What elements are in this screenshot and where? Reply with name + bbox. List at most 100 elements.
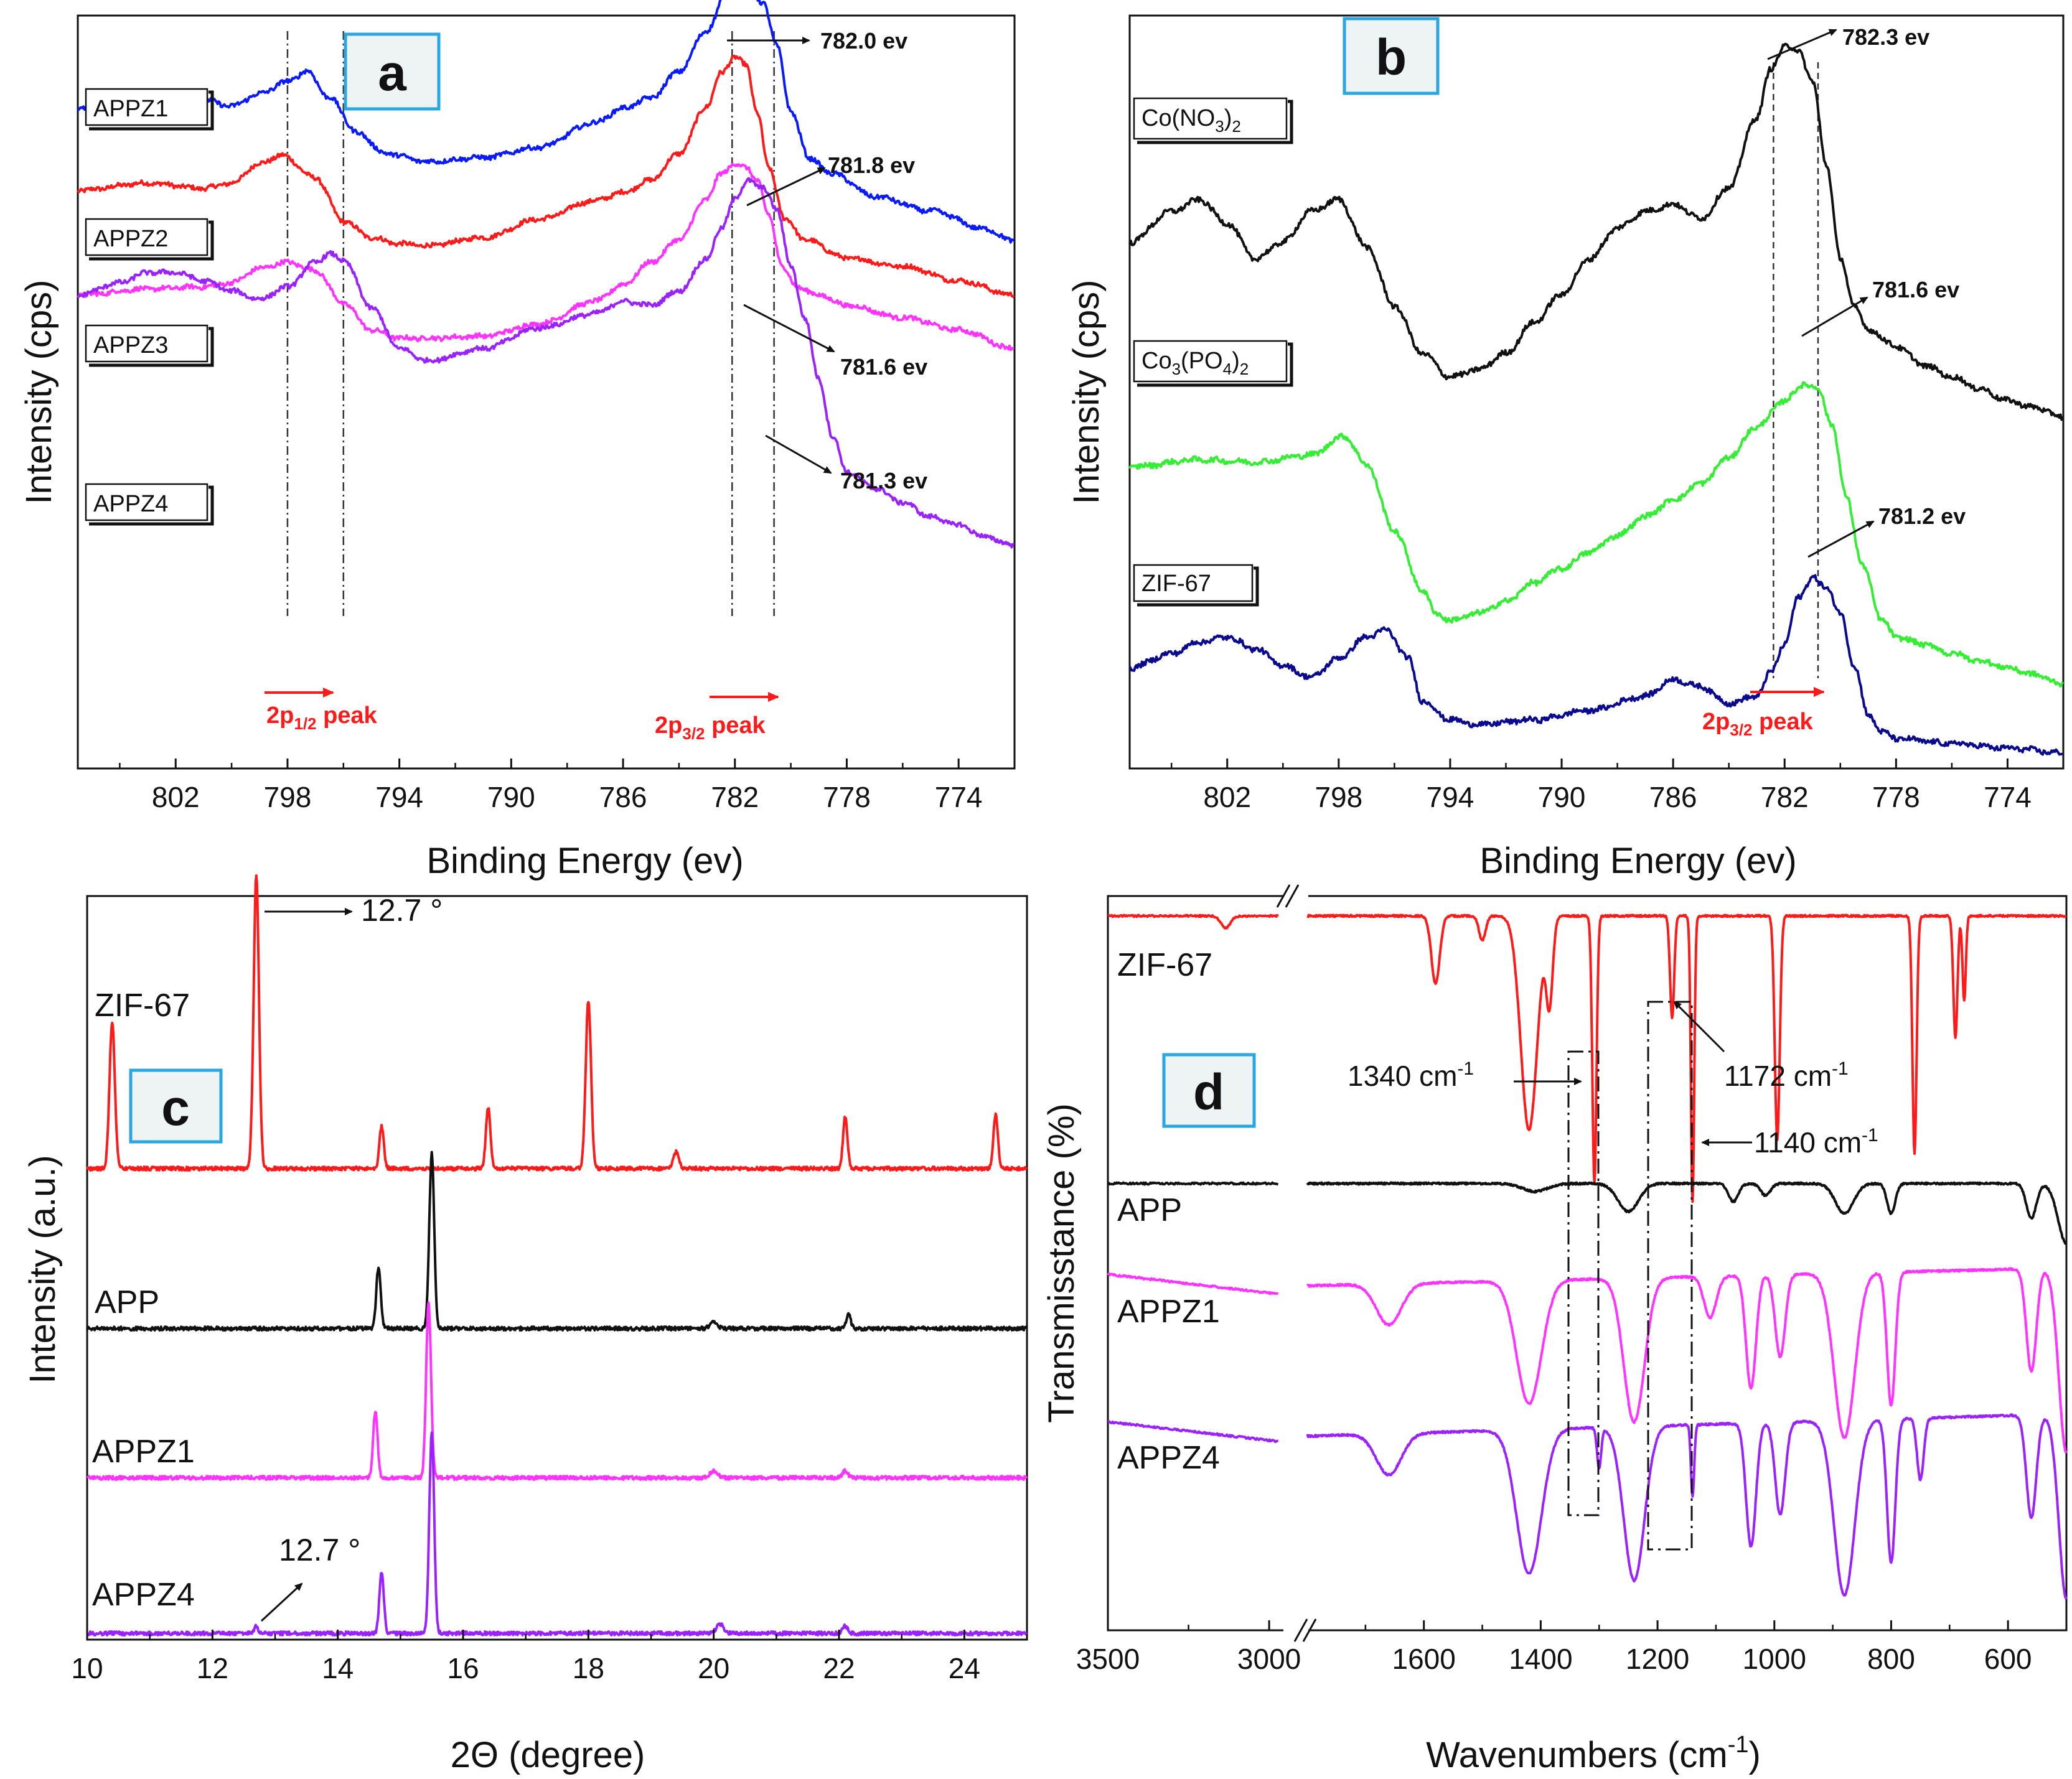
curve-label: APPZ2 (93, 226, 168, 252)
peak-region-label: 2p3/2 peak (655, 712, 766, 743)
series-group (1128, 42, 2064, 756)
series-line (86, 1301, 1028, 1481)
x-tick-label: 18 (573, 1652, 604, 1684)
legend-box (1133, 97, 1288, 140)
legend-box (1133, 564, 1254, 602)
x-tick-label: 786 (599, 781, 647, 813)
series-group (86, 874, 1028, 1637)
legend-box (85, 483, 209, 521)
curve-label: APPZ3 (93, 332, 168, 358)
highlight-box (1647, 1001, 1693, 1551)
guide-lines (1773, 62, 1819, 678)
x-axis-ticks: 802 798 794 790 786 782 778 774 (119, 759, 1016, 813)
x-axis-label: Binding Energy (ev) (1479, 841, 1796, 881)
x-tick-label: 802 (152, 781, 200, 813)
x-tick-label: 1600 (1392, 1643, 1456, 1675)
series-line (1107, 1181, 1278, 1186)
x-tick-label: 794 (375, 781, 423, 813)
x-axis-label: 2Θ (degree) (451, 1735, 645, 1775)
x-axis-ticks: 802 798 794 790 786 782 778 774 (1170, 759, 2065, 813)
y-axis-label: Intensity (cps) (19, 280, 59, 505)
curve-label: APP (1117, 1192, 1182, 1228)
y-axis-label: Transmisstance (%) (1041, 1103, 1082, 1423)
x-tick-label: 1200 (1626, 1643, 1689, 1675)
panel-a: 802 798 794 790 786 782 778 774 a APPZ1 APPZ2 A… (19, 0, 1016, 881)
plot-frame (86, 895, 1028, 1641)
x-tick-label: 1000 (1743, 1643, 1806, 1675)
x-tick-label: 790 (1538, 781, 1586, 813)
plot-frame (77, 14, 1016, 770)
peak-annotation: 12.7 ° (279, 1533, 360, 1567)
x-tick-label: 1400 (1509, 1643, 1572, 1675)
guide-lines (286, 31, 775, 616)
panel-letter: b (1376, 29, 1407, 86)
x-tick-label: 20 (698, 1652, 729, 1684)
x-tick-label: 22 (823, 1652, 855, 1684)
legend-shadow (89, 90, 214, 131)
y-axis-label: Intensity (cps) (1066, 280, 1107, 505)
x-tick-label: 798 (1315, 781, 1362, 813)
x-tick-label: 782 (711, 781, 759, 813)
x-tick-label: 12 (197, 1652, 228, 1684)
x-axis-ticks: 10 12 14 16 18 20 22 24 (71, 1630, 1028, 1684)
series-line (1107, 1272, 1279, 1296)
panel-letter: c (161, 1080, 190, 1136)
curve-label: APPZ4 (93, 491, 168, 517)
series-line (1107, 1420, 1279, 1444)
panel-letter: a (378, 45, 407, 101)
panel-label-box: b (1343, 17, 1440, 95)
series-line (77, 162, 1015, 352)
panel-c: 10 12 14 16 18 20 22 24 c ZIF-67 APP APPZ1 APPZ… (22, 874, 1028, 1775)
x-tick-label: 778 (823, 781, 871, 813)
series-line (1306, 1413, 2068, 1600)
panel-letter: d (1193, 1064, 1224, 1121)
panel-d: 3500 3000 1600 1400 1200 1000 800 600 d ZIF-67 … (1041, 884, 2068, 1775)
legend-shadow (1137, 342, 1293, 387)
legend-shadow (89, 327, 214, 367)
series-line (86, 1431, 1028, 1637)
series-group (1107, 913, 2068, 1600)
series-line (1306, 1181, 2068, 1245)
legend-box (85, 324, 209, 363)
x-tick-label: 802 (1203, 781, 1251, 813)
series-line (77, 54, 1015, 299)
curve-label: Co3(PO4)2 (1141, 348, 1249, 378)
curve-label: APPZ4 (92, 1577, 195, 1613)
series-line (1128, 574, 2063, 756)
curve-label: APPZ4 (1117, 1440, 1220, 1476)
series-line (86, 1151, 1028, 1332)
curve-label: APPZ1 (1117, 1294, 1220, 1330)
peak-region-label: 2p1/2 peak (266, 703, 378, 733)
x-tick-label: 774 (935, 781, 983, 813)
curve-label: APPZ1 (93, 96, 168, 122)
panel-label-box: a (344, 32, 441, 111)
peak-arrow (765, 434, 832, 474)
curve-label: Co(NO3)2 (1141, 105, 1241, 136)
y-axis-label: Intensity (a.u.) (22, 1155, 63, 1383)
peak-annotation: 781.3 ev (840, 468, 927, 493)
series-line (1306, 1267, 2068, 1454)
series-line (1107, 913, 1279, 930)
series-line (1306, 913, 2068, 1203)
x-axis-ticks: 3500 3000 1600 1400 1200 1000 800 600 (1076, 1620, 2032, 1675)
series-line (1128, 42, 2064, 421)
axis-break-marks (1276, 884, 1317, 1642)
x-tick-label: 3500 (1076, 1643, 1140, 1675)
curve-label: APPZ1 (92, 1434, 195, 1470)
legend-box (1133, 340, 1288, 383)
curve-label: APP (95, 1284, 159, 1320)
legend-shadow (1137, 566, 1259, 607)
peak-annotation: 1140 cm-1 (1754, 1125, 1878, 1159)
highlight-box (1567, 1050, 1600, 1516)
peak-arrow (1807, 520, 1875, 558)
x-tick-label: 794 (1427, 781, 1474, 813)
peak-arrow (1767, 29, 1837, 60)
series-line (86, 874, 1028, 1172)
series-line (77, 177, 1015, 549)
peak-annotation: 1172 cm-1 (1724, 1058, 1849, 1092)
x-tick-label: 24 (949, 1652, 980, 1684)
x-tick-label: 3000 (1237, 1643, 1301, 1675)
legend-box (85, 88, 209, 126)
x-tick-label: 786 (1649, 781, 1697, 813)
